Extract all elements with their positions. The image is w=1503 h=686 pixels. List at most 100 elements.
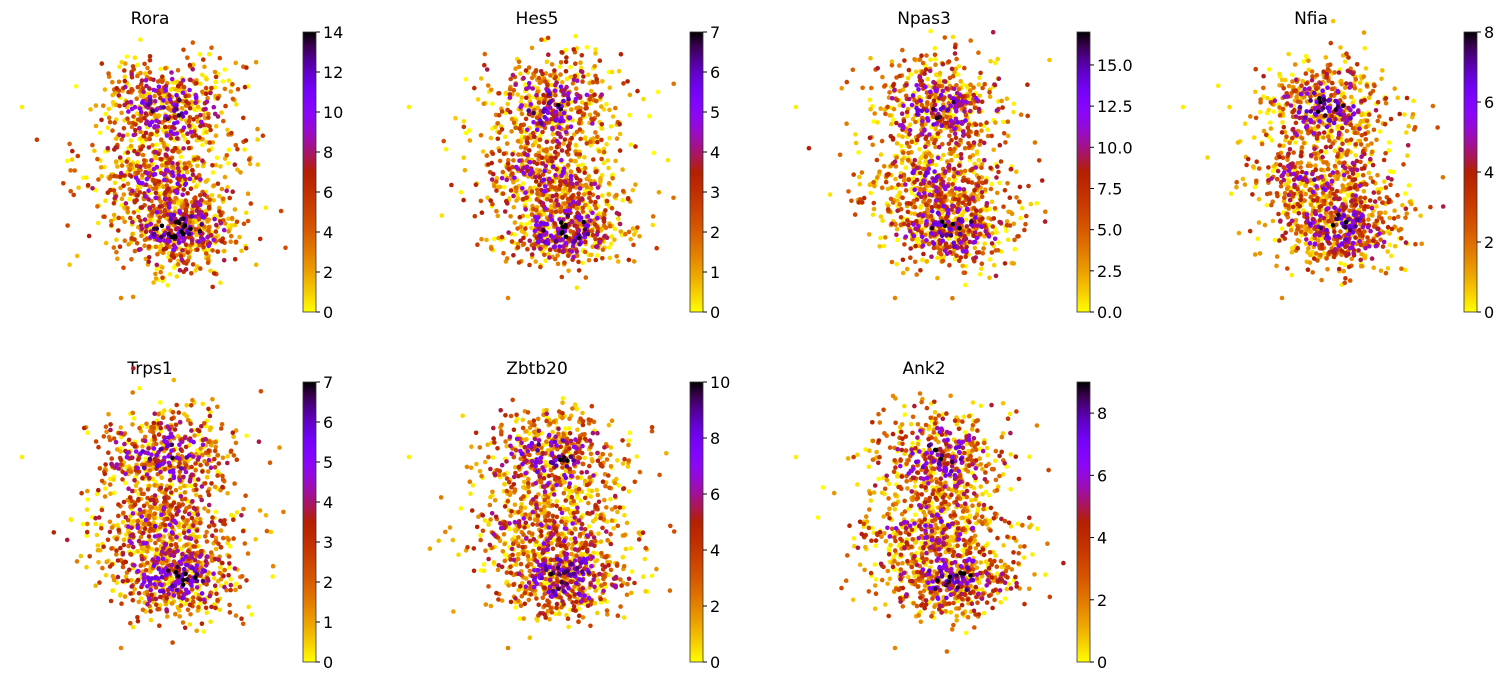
cell-point [990, 250, 995, 255]
cell-point [164, 161, 169, 166]
cell-point [149, 158, 154, 163]
cell-point [994, 175, 999, 180]
cell-point [530, 189, 535, 194]
cell-point [186, 250, 191, 255]
cell-point [461, 198, 466, 203]
cell-point [486, 83, 491, 88]
cell-point [608, 85, 613, 90]
cell-point [927, 160, 932, 165]
cell-point [489, 136, 494, 141]
cell-point [1386, 266, 1391, 271]
cell-point [587, 258, 592, 263]
cell-point [157, 219, 162, 224]
cell-point [255, 127, 260, 132]
cell-point [560, 225, 565, 230]
cell-point [880, 75, 885, 80]
cell-point [279, 209, 284, 214]
cell-point [1015, 234, 1020, 239]
cell-point [235, 147, 240, 152]
cell-point [177, 173, 182, 178]
cell-point [112, 213, 117, 218]
cell-point [927, 180, 932, 185]
cell-point [500, 109, 505, 114]
colorbar-tick-label: 5.0 [1097, 221, 1122, 240]
cell-point [1400, 203, 1405, 208]
cell-point [1017, 199, 1022, 204]
cell-point [547, 101, 552, 106]
cell-point [558, 72, 563, 77]
cell-point [113, 145, 118, 150]
cell-point [165, 133, 170, 138]
cell-point [1005, 223, 1010, 228]
cell-point [838, 153, 843, 158]
cell-point [138, 218, 143, 223]
cell-point [542, 169, 547, 174]
cell-point [527, 263, 532, 268]
cell-point [214, 229, 219, 234]
cell-point [521, 181, 526, 186]
cell-point [135, 74, 140, 79]
cell-point [618, 148, 623, 153]
cell-point [900, 158, 905, 163]
cell-point [100, 61, 105, 66]
cell-point [918, 75, 923, 80]
cell-point [620, 198, 625, 203]
cell-point [479, 237, 484, 242]
cell-point [597, 240, 602, 245]
cell-point [202, 192, 207, 197]
colorbar-tick-label: 3 [710, 183, 720, 202]
cell-point [504, 178, 509, 183]
cell-point [890, 222, 895, 227]
cell-point [531, 111, 536, 116]
cell-point [195, 247, 200, 252]
cell-point [575, 249, 580, 254]
cell-point [553, 88, 558, 93]
cell-point [554, 239, 559, 244]
cell-point [1229, 191, 1234, 196]
cell-point [76, 185, 81, 190]
cell-point [988, 59, 993, 64]
cell-point [491, 172, 496, 177]
cell-point [953, 131, 958, 136]
cell-point [575, 215, 580, 220]
cell-point [918, 156, 923, 161]
cell-point [962, 187, 967, 192]
cell-point [143, 217, 148, 222]
cell-point [602, 223, 607, 228]
cell-point [933, 127, 938, 132]
cell-point [194, 227, 199, 232]
cell-point [602, 216, 607, 221]
cell-point [549, 146, 554, 151]
cell-point [135, 241, 140, 246]
cell-point [564, 69, 569, 74]
cell-point [535, 128, 540, 133]
cell-point [907, 97, 912, 102]
cell-point [489, 161, 494, 166]
cell-point [147, 145, 152, 150]
cell-point [906, 210, 911, 215]
cell-point [501, 191, 506, 196]
cell-point [944, 86, 949, 91]
cell-point [518, 71, 523, 76]
cell-point [875, 120, 880, 125]
cell-point [151, 88, 156, 93]
cell-point [138, 164, 143, 169]
cell-point [554, 209, 559, 214]
cell-point [555, 139, 560, 144]
cell-point [987, 90, 992, 95]
cell-point [571, 47, 576, 52]
cell-point [1407, 183, 1412, 188]
cell-point [902, 58, 907, 63]
cell-point [546, 110, 551, 115]
cell-point [889, 197, 894, 202]
cell-point [113, 181, 118, 186]
cell-point [142, 243, 147, 248]
cell-point [241, 116, 246, 121]
cell-point [602, 150, 607, 155]
cell-point [894, 155, 899, 160]
cell-point [109, 223, 114, 228]
cell-point [928, 90, 933, 95]
cell-point [958, 240, 963, 245]
cell-point [952, 244, 957, 249]
